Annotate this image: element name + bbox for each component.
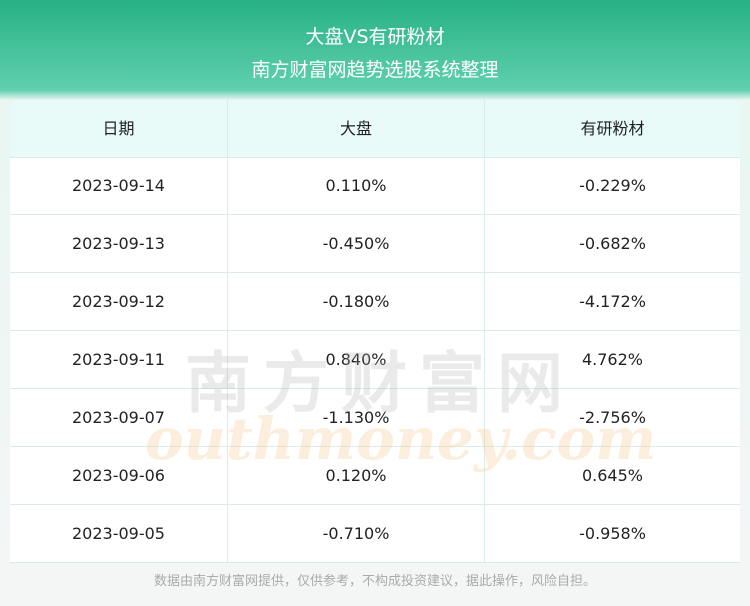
table-cell: 4.762% — [581, 350, 643, 369]
table-row: 2023-09-05 -0.710% -0.958% — [10, 505, 740, 563]
table-cell: 2023-09-14 — [10, 157, 228, 215]
table-cell: -0.682% — [579, 234, 646, 253]
column-header: 日期 — [10, 100, 228, 158]
table-cell: 2023-09-07 — [10, 389, 228, 447]
table-cell: -0.958% — [579, 524, 646, 543]
table-cell: 0.120% — [228, 447, 485, 505]
table-cell: 2023-09-05 — [10, 505, 228, 563]
table-row: 2023-09-07 -1.130% -2.756% — [10, 389, 740, 447]
table-cell: -2.756% — [579, 408, 646, 427]
watermark-cn: 南方财富网 — [185, 345, 575, 422]
column-header: 有研粉材 — [580, 119, 645, 138]
table-cell: 2023-09-06 — [10, 447, 228, 505]
title: 大盘VS有研粉材 — [305, 26, 445, 48]
table-cell: 2023-09-12 — [10, 273, 228, 331]
column-header: 大盘 — [228, 100, 485, 158]
table-cell: -0.229% — [579, 176, 646, 195]
table-cell: -1.130% — [228, 389, 485, 447]
table-row: 2023-09-13 -0.450% -0.682% — [10, 215, 740, 273]
table-row: 2023-09-06 0.120% 0.645% — [10, 447, 740, 505]
table-row: 2023-09-11 0.840% 4.762% — [10, 331, 740, 389]
table-cell: 0.840% — [228, 331, 485, 389]
table: 日期 大盘 有研粉材 2023-09-14 0.110% -0.229% 2023-09-1… — [10, 100, 740, 563]
table-cell: -0.710% — [228, 505, 485, 563]
table-row: 2023-09-14 0.110% -0.229% — [10, 157, 740, 215]
table-cell: -4.172% — [579, 292, 646, 311]
table-cell: -0.450% — [228, 215, 485, 273]
table-cell: 0.110% — [228, 157, 485, 215]
table-cell: -0.180% — [228, 273, 485, 331]
header-row: 日期 大盘 有研粉材 — [10, 100, 740, 158]
table-cell: 2023-09-13 — [10, 215, 228, 273]
table-cell: 2023-09-11 — [10, 331, 228, 389]
subtitle: 南方财富网趋势选股系统整理 — [251, 59, 499, 81]
footer-note: 数据由南方财富网提供，仅供参考，不构成投资建议，据此操作，风险自担。 — [153, 574, 596, 589]
table-row: 2023-09-12 -0.180% -4.172% — [10, 273, 740, 331]
watermark-en: outhmoney.com — [145, 405, 657, 473]
table-cell: 0.645% — [581, 466, 643, 485]
